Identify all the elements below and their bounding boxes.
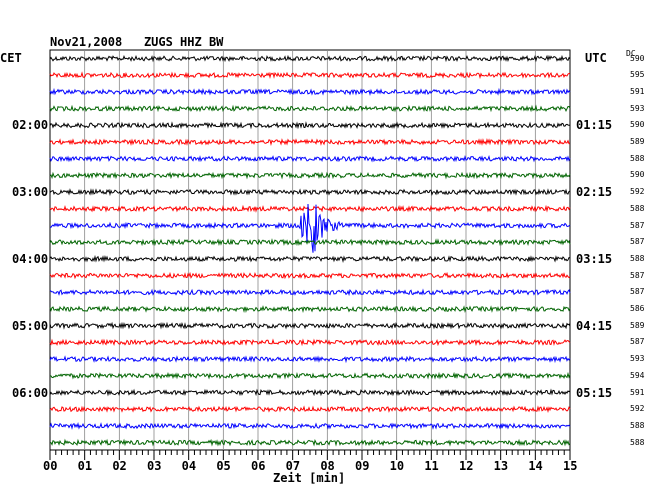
trace-line: [49, 305, 571, 313]
x-tick-label: 02: [112, 459, 127, 473]
left-timezone-label: CET: [0, 51, 22, 65]
trace-line: [49, 121, 571, 130]
x-tick-label: 07: [285, 459, 301, 473]
trace-line: [49, 338, 571, 347]
right-time-label: 01:15: [576, 118, 613, 133]
dc-value: 591: [630, 86, 645, 96]
x-tick-label: 05: [216, 459, 231, 473]
dc-value: 590: [630, 53, 645, 63]
x-tick-label: 13: [493, 459, 509, 473]
trace-line: [49, 271, 571, 280]
right-timezone-label: UTC: [585, 51, 607, 65]
x-tick-label: 15: [563, 459, 578, 473]
x-tick-label: 09: [355, 459, 370, 473]
date-label: Nov21,2008: [50, 35, 123, 49]
x-tick-label: 10: [389, 459, 405, 473]
dc-value: 587: [630, 270, 645, 280]
dc-value: 590: [630, 120, 645, 130]
right-time-label: 05:15: [576, 385, 613, 400]
dc-value: 590: [630, 170, 645, 180]
trace-line: [49, 355, 571, 364]
dc-value: 588: [630, 420, 645, 430]
x-tick-label: 04: [181, 459, 197, 473]
trace-line: [49, 104, 571, 113]
dc-value: 589: [630, 137, 645, 146]
dc-value: 588: [630, 253, 645, 263]
dc-value: 595: [630, 70, 645, 80]
right-time-label: 04:15: [576, 318, 613, 333]
dc-value: 587: [630, 220, 645, 230]
dc-value: 591: [630, 387, 645, 397]
dc-value: 586: [630, 304, 645, 313]
trace-line: [49, 405, 571, 414]
dc-value: 587: [630, 237, 645, 247]
left-time-label: 04:00: [12, 251, 49, 266]
trace-line: [49, 238, 571, 247]
dc-value: 588: [630, 437, 645, 447]
trace-line: [49, 438, 571, 447]
trace-line: [49, 87, 571, 96]
trace-line: [49, 254, 571, 264]
trace-line: [49, 71, 571, 80]
station-label: ZUGS HHZ BW: [143, 35, 224, 49]
x-tick-label: 14: [528, 459, 543, 473]
trace-line: [49, 204, 571, 213]
dc-header-label: DC: [626, 49, 636, 58]
dc-value: 593: [630, 103, 645, 113]
trace-line: [49, 171, 571, 180]
trace-line: [49, 288, 571, 297]
trace-line: [49, 421, 571, 430]
left-time-label: 05:00: [12, 318, 49, 333]
x-tick-label: 03: [147, 459, 162, 473]
left-time-label: 02:00: [12, 118, 49, 133]
right-time-label: 03:15: [576, 251, 613, 266]
dc-value: 589: [630, 320, 645, 330]
x-axis-title: Zeit [min]: [273, 471, 346, 485]
x-tick-label: 01: [77, 459, 93, 473]
dc-value: 587: [630, 287, 645, 297]
trace-line: [49, 154, 571, 163]
trace-line: [49, 188, 571, 197]
dc-value: 592: [630, 187, 645, 197]
x-tick-label: 11: [424, 459, 439, 473]
trace-line: [49, 388, 571, 397]
x-tick-label: 00: [43, 459, 58, 473]
left-time-label: 06:00: [12, 385, 49, 400]
trace-line: [49, 138, 571, 147]
plot-frame: [49, 49, 571, 451]
dc-value: 587: [630, 337, 645, 347]
right-time-label: 02:15: [576, 185, 613, 200]
x-tick-label: 12: [459, 459, 474, 473]
trace-line: [49, 54, 571, 63]
trace-line: [49, 371, 571, 380]
trace-line: [49, 321, 571, 330]
dc-value: 588: [630, 203, 645, 213]
x-tick-label: 06: [251, 459, 266, 473]
x-tick-label: 08: [320, 459, 335, 473]
dc-value: 594: [630, 370, 645, 380]
trace-line: [50, 203, 571, 253]
plot-title: Nov21,2008 ZUGS HHZ BW: [50, 36, 223, 48]
dc-value: 588: [630, 153, 645, 163]
dc-value: 593: [630, 354, 645, 364]
left-time-label: 03:00: [12, 185, 49, 200]
dc-value: 592: [630, 404, 645, 414]
